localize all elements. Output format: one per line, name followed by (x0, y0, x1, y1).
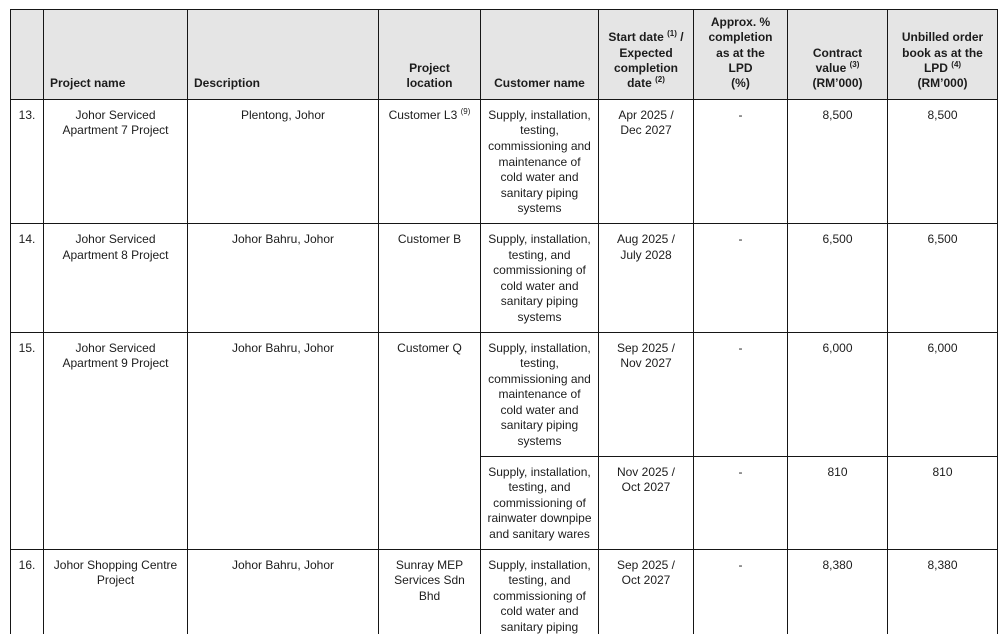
project-name-cell: Johor Serviced Apartment 9 Project (43, 331, 188, 550)
unbilled-order-book-cell: 6,000 (887, 331, 998, 457)
unbilled-order-book-cell: 810 (887, 455, 998, 550)
project-name-cell-text: Johor Serviced Apartment 9 Project (62, 340, 169, 371)
project-location-cell-text: Plentong, Johor (240, 107, 326, 122)
project-location-cell-text: Johor Bahru, Johor (231, 557, 335, 572)
completion-cell: - (693, 455, 788, 550)
header-label: Approx. % completion as at the LPD (%) (708, 15, 773, 91)
table-row: 13. Johor Serviced Apartment 7 Project Ple… (10, 98, 998, 224)
row-number-cell: 16. (10, 548, 44, 634)
header-label: Project name (50, 76, 126, 91)
header-label: Project location (406, 61, 453, 91)
project-location-cell: Johor Bahru, Johor (187, 222, 379, 333)
table-row: 14. Johor Serviced Apartment 8 Project Joh… (10, 222, 998, 333)
header-label: Unbilled order book as at the LPD (901, 30, 984, 76)
table-body: 13. Johor Serviced Apartment 7 Project Ple… (10, 98, 998, 634)
footnote-marker: (4) (951, 60, 962, 70)
header-unbilled: Unbilled order book as at the LPD (4) (R… (887, 9, 998, 100)
customer-name-cell: Sunray MEP Services Sdn Bhd (378, 548, 481, 634)
project-location-cell-text: Johor Bahru, Johor (231, 231, 335, 246)
header-label: (RM’000) (917, 76, 968, 91)
description-cell: Supply, installation, testing, and commi… (480, 548, 599, 634)
unbilled-order-book-cell: 6,500 (887, 222, 998, 333)
contract-value-cell: 8,500 (787, 98, 888, 224)
header-label: Start date (608, 30, 668, 45)
header-customer: Customer name (480, 9, 599, 100)
project-location-cell: Plentong, Johor (187, 98, 379, 224)
dates-cell: Sep 2025 / Oct 2027 (598, 548, 694, 634)
footnote-marker: (2) (655, 75, 665, 85)
unbilled-order-book-cell: 8,500 (887, 98, 998, 224)
dates-cell: Nov 2025 / Oct 2027 (598, 455, 694, 550)
row-number-cell: 14. (10, 222, 44, 333)
table-row: Supply, installation, testing, and commi… (11, 455, 998, 550)
description-cell: Supply, installation, testing, and commi… (480, 455, 599, 550)
contract-value-cell: 6,500 (787, 222, 888, 333)
completion-cell: - (693, 331, 788, 457)
contract-value-cell: 6,000 (787, 331, 888, 457)
customer-name-cell-text: Customer B (397, 231, 462, 246)
description-cell: Supply, installation, testing, and commi… (480, 222, 599, 333)
header-no (10, 9, 44, 100)
description-cell: Supply, installation, testing, commissio… (480, 331, 599, 457)
row-number-cell-text: 16. (18, 557, 36, 572)
header-label: / Expected completion date (613, 30, 684, 91)
project-location-cell: Johor Bahru, Johor (187, 548, 379, 634)
footnote-marker: (3) (849, 60, 860, 70)
completion-cell: - (693, 548, 788, 634)
table-row: 16. Johor Shopping Centre Project Johor Ba… (10, 548, 998, 634)
row-number-cell-text: 14. (18, 231, 36, 246)
table-row: 15. Johor Serviced Apartment 9 Project Joh… (10, 331, 998, 550)
row-number-cell: 15. (10, 331, 44, 550)
customer-name-cell-text: Customer L3 (388, 107, 458, 122)
customer-name-cell: Customer L3 (9) (378, 98, 481, 224)
header-row: Project name Description Project location C… (10, 9, 998, 100)
header-label: Customer name (494, 76, 585, 91)
header-label: Contract value (812, 45, 863, 76)
project-name-cell: Johor Serviced Apartment 8 Project (43, 222, 188, 333)
contract-value-cell: 8,380 (787, 548, 888, 634)
row-number-cell-text: 13. (18, 107, 36, 122)
dates-cell: Sep 2025 / Nov 2027 (598, 331, 694, 457)
project-name-cell-text: Johor Serviced Apartment 8 Project (62, 231, 169, 262)
header-contract: Contract value (3) (RM’000) (787, 9, 888, 100)
project-location-cell-text: Johor Bahru, Johor (231, 340, 335, 355)
header-location: Project location (378, 9, 481, 100)
header-label: (RM’000) (812, 76, 863, 91)
completion-cell: - (693, 222, 788, 333)
customer-name-cell: Customer Q (378, 331, 481, 550)
header-name: Project name (43, 9, 188, 100)
order-book-table: Project name Description Project location C… (10, 9, 998, 634)
dates-cell: Apr 2025 / Dec 2027 (598, 98, 694, 224)
customer-name-cell-text: Customer Q (397, 340, 462, 355)
customer-name-cell-text: Sunray MEP Services Sdn Bhd (394, 557, 465, 603)
completion-cell: - (693, 98, 788, 224)
row-number-cell: 13. (10, 98, 44, 224)
contract-value-cell: 810 (787, 455, 888, 550)
project-name-cell: Johor Serviced Apartment 7 Project (43, 98, 188, 224)
row-number-cell-text: 15. (18, 340, 36, 355)
project-name-cell-text: Johor Serviced Apartment 7 Project (62, 107, 169, 138)
unbilled-order-book-cell: 8,380 (887, 548, 998, 634)
footnote-marker: (9) (460, 106, 471, 116)
project-location-cell: Johor Bahru, Johor (187, 331, 379, 550)
description-cell: Supply, installation, testing, commissio… (480, 98, 599, 224)
header-completion: Approx. % completion as at the LPD (%) (693, 9, 788, 100)
project-name-cell-text: Johor Shopping Centre Project (53, 557, 178, 588)
header-description: Description (187, 9, 379, 100)
header-dates: Start date (1) / Expected completion dat… (598, 9, 694, 100)
footnote-marker: (1) (667, 29, 677, 39)
project-name-cell: Johor Shopping Centre Project (43, 548, 188, 634)
header-label: Description (194, 76, 261, 91)
customer-name-cell: Customer B (378, 222, 481, 333)
table-header: Project name Description Project location C… (10, 9, 998, 100)
dates-cell: Aug 2025 / July 2028 (598, 222, 694, 333)
